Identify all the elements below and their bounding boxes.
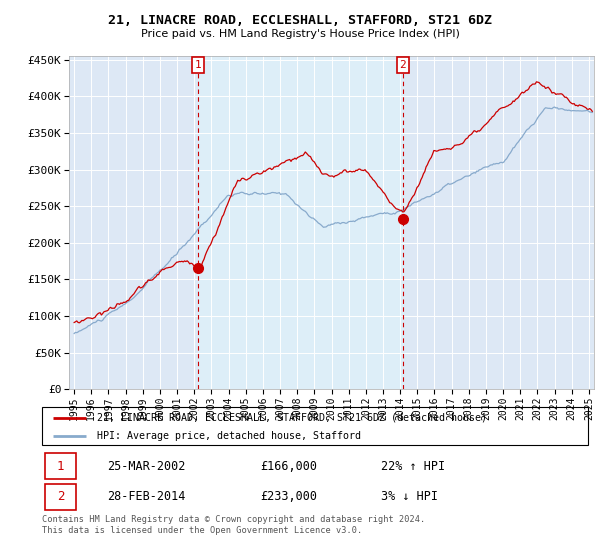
Bar bbox=[198, 56, 403, 389]
Text: 1: 1 bbox=[195, 60, 202, 70]
Text: 28-FEB-2014: 28-FEB-2014 bbox=[107, 491, 186, 503]
Text: £166,000: £166,000 bbox=[260, 460, 317, 473]
Text: 22% ↑ HPI: 22% ↑ HPI bbox=[380, 460, 445, 473]
Text: 21, LINACRE ROAD, ECCLESHALL, STAFFORD, ST21 6DZ: 21, LINACRE ROAD, ECCLESHALL, STAFFORD, … bbox=[108, 14, 492, 27]
Text: Price paid vs. HM Land Registry's House Price Index (HPI): Price paid vs. HM Land Registry's House … bbox=[140, 29, 460, 39]
Bar bbox=[45, 484, 76, 510]
Text: HPI: Average price, detached house, Stafford: HPI: Average price, detached house, Staf… bbox=[97, 431, 361, 441]
Text: £233,000: £233,000 bbox=[260, 491, 317, 503]
Text: 2: 2 bbox=[400, 60, 406, 70]
Bar bbox=[45, 453, 76, 479]
Text: 2: 2 bbox=[57, 491, 64, 503]
Text: 25-MAR-2002: 25-MAR-2002 bbox=[107, 460, 186, 473]
Text: 1: 1 bbox=[57, 460, 64, 473]
Text: 21, LINACRE ROAD, ECCLESHALL, STAFFORD, ST21 6DZ (detached house): 21, LINACRE ROAD, ECCLESHALL, STAFFORD, … bbox=[97, 413, 487, 423]
Text: 3% ↓ HPI: 3% ↓ HPI bbox=[380, 491, 437, 503]
Text: Contains HM Land Registry data © Crown copyright and database right 2024.
This d: Contains HM Land Registry data © Crown c… bbox=[42, 515, 425, 535]
